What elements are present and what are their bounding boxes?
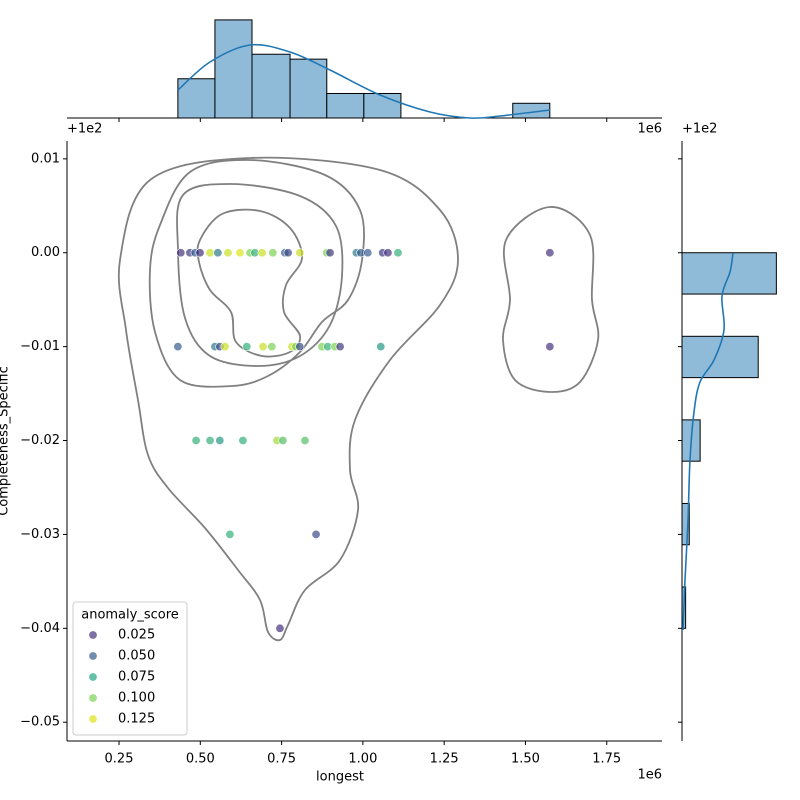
y-tick-label: −0.01 xyxy=(20,339,60,354)
point xyxy=(325,248,335,258)
legend-marker xyxy=(88,672,98,682)
y-tick-label: 0.00 xyxy=(31,245,60,260)
point xyxy=(191,436,201,446)
y-axis-label: Completeness_Specific xyxy=(0,366,12,516)
point xyxy=(545,248,555,258)
point xyxy=(335,342,345,352)
y-hist-bar xyxy=(681,335,759,379)
point xyxy=(383,248,393,258)
point xyxy=(242,342,252,352)
y-kde-curve xyxy=(682,252,734,631)
y-tick-label: −0.04 xyxy=(20,621,60,636)
point xyxy=(545,342,555,352)
point xyxy=(215,436,225,446)
point xyxy=(268,248,278,258)
point xyxy=(258,342,268,352)
y-tick-label: −0.03 xyxy=(20,527,60,542)
x-offset-label: 1e6 xyxy=(637,768,662,783)
point xyxy=(225,529,235,539)
x-hist-bar xyxy=(251,53,291,119)
point xyxy=(363,248,373,258)
legend-marker xyxy=(88,630,98,640)
x-tick-label: 1.25 xyxy=(430,752,459,767)
x-tick-label: 1.50 xyxy=(511,752,540,767)
legend-marker xyxy=(88,714,98,724)
point xyxy=(295,342,305,352)
point xyxy=(195,248,205,258)
point xyxy=(205,436,215,446)
x-tick-label: 1.75 xyxy=(592,752,621,767)
y-tick-label: −0.05 xyxy=(20,715,60,730)
point xyxy=(275,623,285,633)
legend-label: 0.075 xyxy=(118,670,155,685)
x-axis-label: longest xyxy=(316,770,364,785)
point xyxy=(238,436,248,446)
contour xyxy=(148,159,365,388)
point xyxy=(257,248,267,258)
legend-label: 0.025 xyxy=(118,628,155,643)
legend-box xyxy=(72,601,188,736)
point xyxy=(235,248,245,258)
point xyxy=(173,342,183,352)
x-hist-bar xyxy=(214,19,253,119)
y-offset-label: +1e2 xyxy=(682,122,717,137)
point xyxy=(213,248,223,258)
point xyxy=(278,436,288,446)
contour xyxy=(176,183,344,367)
point xyxy=(205,248,215,258)
y-tick-label: 0.01 xyxy=(31,151,60,166)
contour xyxy=(117,156,459,642)
x-hist-bar xyxy=(289,58,328,119)
contour xyxy=(196,208,303,358)
x-tick-label: 1.00 xyxy=(348,752,377,767)
point xyxy=(220,342,230,352)
legend-marker xyxy=(88,693,98,703)
x-hist-bar xyxy=(326,92,365,119)
point xyxy=(393,248,403,258)
x-offset-label: 1e6 xyxy=(637,122,662,137)
x-tick-label: 0.50 xyxy=(186,752,215,767)
point xyxy=(283,248,293,258)
point xyxy=(295,248,305,258)
x-tick-label: 0.25 xyxy=(105,752,134,767)
legend-label: 0.050 xyxy=(118,649,155,664)
legend: anomaly_score 0.025 0.050 0.075 0.100 0.125 xyxy=(72,601,188,736)
legend-marker xyxy=(88,651,98,661)
point xyxy=(376,342,386,352)
kde-contours xyxy=(117,156,600,642)
x-tick-label: 0.75 xyxy=(267,752,296,767)
point xyxy=(223,248,233,258)
point xyxy=(300,436,310,446)
y-offset-label: +1e2 xyxy=(67,122,102,137)
legend-label: 0.125 xyxy=(118,712,155,727)
x-hist-bar xyxy=(363,92,402,119)
y-tick-label: −0.02 xyxy=(20,433,60,448)
contour xyxy=(502,206,600,393)
y-hist-bar xyxy=(681,502,690,546)
point xyxy=(267,342,277,352)
x-kde-curve xyxy=(177,43,551,119)
legend-label: 0.100 xyxy=(118,691,155,706)
point xyxy=(311,529,321,539)
point xyxy=(176,248,186,258)
legend-title: anomaly_score xyxy=(81,608,179,623)
